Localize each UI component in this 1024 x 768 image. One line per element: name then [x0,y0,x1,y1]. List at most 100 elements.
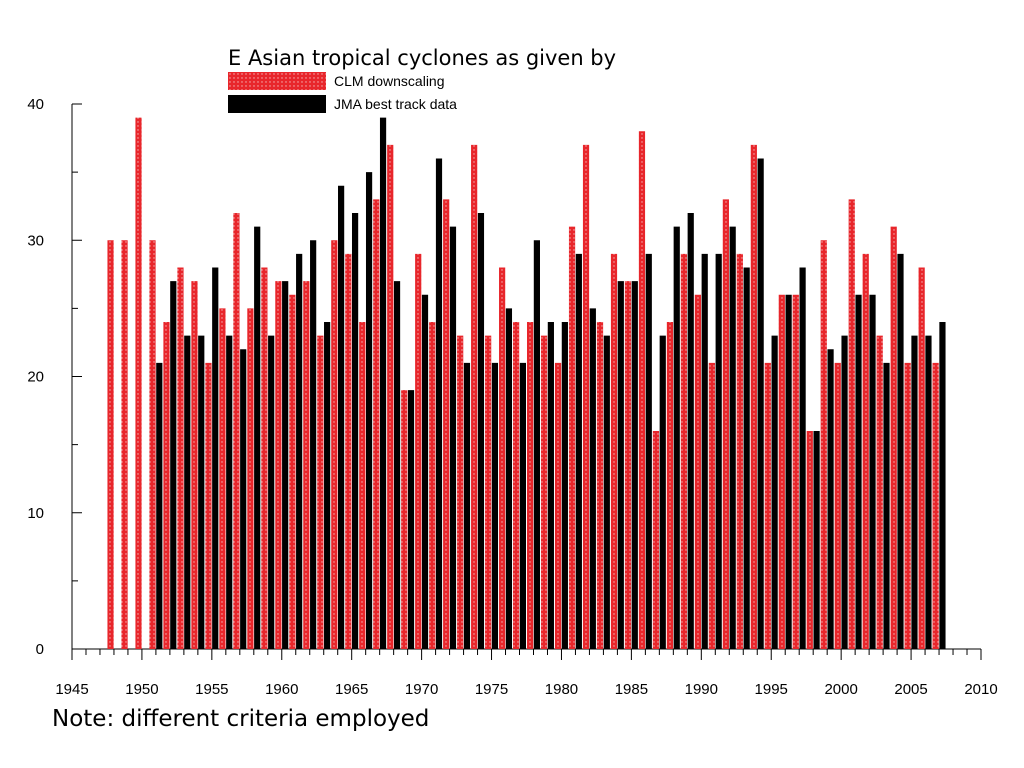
bar-jma-1984 [617,281,624,649]
x-tick-label: 1995 [755,681,788,698]
bar-jma-1965 [351,213,359,649]
x-tick-label: 2010 [964,681,997,698]
bar-clm-1969 [401,390,408,649]
bar-clm-1980 [554,362,562,649]
bar-clm-1971 [429,322,436,649]
bar-jma-2001 [855,294,862,649]
legend-swatch-clm [228,72,326,90]
bar-jma-1972 [449,226,457,649]
bar-jma-2007 [939,322,946,649]
bar-jma-1979 [547,322,554,649]
bar-clm-1974 [471,144,478,649]
bar-jma-1986 [645,253,652,649]
bar-clm-2002 [862,253,869,649]
bar-jma-1985 [631,281,638,649]
x-tick-label: 1975 [475,681,508,698]
bar-clm-1977 [513,322,520,649]
bar-clm-1950 [135,117,142,649]
bar-clm-1972 [443,199,450,649]
bar-jma-1982 [589,308,596,649]
bar-jma-1977 [519,362,527,649]
bar-clm-1961 [289,294,296,649]
bar-jma-1966 [365,172,373,649]
bar-clm-1962 [303,281,310,649]
bar-jma-1994 [757,158,764,649]
bar-clm-1983 [596,322,604,649]
x-tick-label: 2005 [894,681,927,698]
chart-title: E Asian tropical cyclones as given by [228,46,616,70]
bar-jma-1993 [743,267,750,649]
y-tick-label: 20 [27,369,44,386]
y-tick-label: 40 [27,96,44,113]
bar-jma-1953 [184,335,191,649]
bar-clm-1958 [247,308,254,649]
bar-clm-2007 [932,362,939,649]
bar-jma-1992 [729,226,736,649]
bar-clm-2005 [904,362,911,649]
bar-jma-1962 [310,240,317,649]
bar-clm-1978 [526,322,534,649]
bar-clm-1979 [540,335,548,649]
bar-jma-1959 [268,335,275,649]
bar-jma-1990 [701,253,708,649]
bar-jma-1969 [407,390,415,649]
bar-clm-1985 [624,281,632,649]
bar-clm-1964 [331,240,338,649]
bar-jma-1961 [296,253,303,649]
x-tick-label: 1985 [615,681,648,698]
bar-jma-2002 [869,294,876,649]
bar-jma-1996 [785,294,792,649]
bar-jma-1975 [491,362,499,649]
bar-clm-1967 [373,199,380,649]
y-axis: 0 10 20 30 40 [27,96,82,658]
bar-clm-1970 [415,253,422,649]
bar-clm-1976 [499,267,506,649]
bar-jma-1989 [687,213,694,649]
bar-clm-1949 [121,240,128,649]
legend-label-jma: JMA best track data [334,96,457,112]
bar-clm-1995 [764,362,771,649]
y-tick-label: 30 [27,232,44,249]
chart-note: Note: different criteria employed [52,706,429,732]
bar-clm-1997 [792,294,799,649]
bar-jma-1978 [533,240,540,649]
bar-clm-1990 [694,294,702,649]
bar-jma-1963 [324,322,331,649]
bar-jma-1997 [799,267,806,649]
bar-clm-1973 [457,335,464,649]
bar-jma-1954 [198,335,205,649]
bar-clm-1951 [149,240,156,649]
x-tick-label: 2000 [824,681,857,698]
bar-clm-2004 [890,226,897,649]
bars-group [107,117,946,649]
bar-jma-1999 [827,349,834,649]
bar-clm-1952 [163,322,170,649]
bar-jma-1957 [240,349,247,649]
y-tick-label: 0 [36,641,44,658]
bar-jma-1991 [715,253,722,649]
bar-jma-1998 [813,431,820,649]
bar-jma-1951 [156,362,163,649]
bar-clm-1956 [219,308,226,649]
bar-clm-1998 [806,431,813,649]
bar-jma-1987 [659,335,666,649]
bar-jma-1971 [435,158,443,649]
bar-clm-1988 [666,322,674,649]
bar-jma-2006 [925,335,932,649]
bar-jma-2000 [841,335,848,649]
bar-jma-1973 [463,362,471,649]
bar-jma-1970 [421,294,429,649]
bar-jma-1956 [226,335,233,649]
bar-clm-1993 [736,253,743,649]
bar-clm-1959 [261,267,268,649]
bar-jma-1976 [505,308,513,649]
bar-jma-1974 [477,213,485,649]
bar-clm-1994 [750,144,757,649]
bar-clm-1996 [778,294,785,649]
bar-clm-1981 [568,226,576,649]
x-tick-label: 1970 [405,681,438,698]
bar-jma-1967 [379,117,387,649]
x-axis: 1945 1950 1955 1960 1965 1970 1975 1980 1985 1990… [55,648,998,698]
bar-clm-2003 [876,335,883,649]
bar-clm-2006 [918,267,925,649]
